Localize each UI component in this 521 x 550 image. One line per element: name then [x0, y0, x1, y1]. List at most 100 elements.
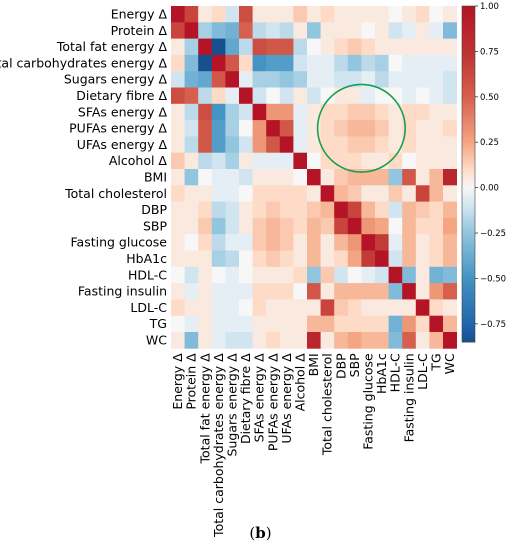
heatmap-cell-energy-delta-x-ldl-c — [415, 6, 430, 23]
heatmap-cell-sbp-x-fasting-glucose — [361, 217, 376, 235]
heatmap-cell-energy-delta-x-bmi — [307, 6, 321, 23]
row-label-total-fat-energy-delta: Total fat energy Δ — [56, 39, 168, 54]
heatmap-cell-wc-x-total-cholesterol — [320, 332, 335, 349]
colorbar-swatch — [462, 22, 475, 27]
heatmap-cell-total-fat-energy-delta-x-dbp — [334, 38, 349, 56]
heatmap-cell-dbp-x-alcohol-delta — [293, 201, 308, 219]
heatmap-cell-total-carbohydrates-energy-delta-x-sugars-energy-delta — [225, 54, 240, 72]
heatmap-cell-tg-x-alcohol-delta — [293, 315, 308, 333]
heatmap-cell-bmi-x-sugars-energy-delta — [225, 169, 240, 186]
heatmap-cell-dbp-x-total-carbohydrates-energy-delta — [211, 201, 226, 219]
heatmap-cell-alcohol-delta-x-dietary-fibre-delta — [239, 152, 253, 170]
colorbar-swatch — [462, 238, 475, 242]
colorbar-swatch — [462, 45, 475, 49]
heatmap-cell-ldl-c-x-tg — [429, 299, 444, 317]
colorbar-swatch — [462, 305, 475, 309]
heatmap-cell-tg-x-hdl-c — [388, 315, 403, 333]
colorbar-swatch — [462, 241, 475, 245]
heatmap-cell-bmi-x-dbp — [334, 169, 349, 186]
heatmap-cell-fasting-insulin-x-hdl-c — [388, 283, 403, 300]
heatmap-cell-total-carbohydrates-energy-delta-x-tg — [429, 54, 444, 72]
heatmap-cell-alcohol-delta-x-fasting-insulin — [402, 152, 417, 170]
heatmap-cell-bmi-x-fasting-glucose — [361, 169, 376, 186]
heatmap-cell-ldl-c-x-ufas-energy-delta — [279, 299, 294, 317]
heatmap-cell-pufas-energy-delta-x-ldl-c — [415, 120, 430, 137]
heatmap-cell-bmi-x-hba1c — [375, 169, 389, 186]
heatmap-cell-dbp-x-ufas-energy-delta — [279, 201, 294, 219]
heatmap-cell-hdl-c-x-fasting-glucose — [361, 266, 376, 284]
heatmap-cell-pufas-energy-delta-x-ufas-energy-delta — [279, 120, 294, 137]
heatmap-cell-fasting-insulin-x-fasting-glucose — [361, 283, 376, 300]
heatmap-cell-protein-delta-x-sugars-energy-delta — [225, 22, 240, 39]
colorbar-swatch — [462, 115, 475, 119]
row-label-energy-delta: Energy Δ — [111, 6, 168, 21]
heatmap-cell-tg-x-ldl-c — [415, 315, 430, 333]
heatmap-cell-pufas-energy-delta-x-dietary-fibre-delta — [239, 120, 253, 137]
heatmap-cell-energy-delta-x-total-fat-energy-delta — [198, 6, 213, 23]
heatmap-cell-pufas-energy-delta-x-hba1c — [375, 120, 389, 137]
heatmap-cell-total-cholesterol-x-alcohol-delta — [293, 185, 308, 202]
heatmap-cell-wc-x-ldl-c — [415, 332, 430, 349]
heatmap-cell-fasting-glucose-x-tg — [429, 234, 444, 251]
heatmap-cell-sugars-energy-delta-x-hdl-c — [388, 71, 403, 88]
heatmap-cell-dbp-x-sugars-energy-delta — [225, 201, 240, 219]
colorbar-swatch — [462, 291, 475, 295]
heatmap-cell-sfas-energy-delta-x-energy-delta — [171, 103, 185, 121]
heatmap-cell-dietary-fibre-delta-x-dietary-fibre-delta — [239, 87, 253, 105]
heatmap-cell-energy-delta-x-dietary-fibre-delta — [239, 6, 253, 23]
heatmap-cell-energy-delta-x-alcohol-delta — [293, 6, 308, 23]
colorbar-swatch — [462, 190, 475, 195]
colorbar-swatch — [462, 196, 475, 200]
heatmap-cell-protein-delta-x-dbp — [334, 22, 349, 39]
colorbar-swatch — [462, 31, 475, 35]
heatmap-cell-hdl-c-x-total-cholesterol — [320, 266, 335, 284]
heatmap-cell-alcohol-delta-x-ldl-c — [415, 152, 430, 170]
heatmap-cell-fasting-insulin-x-sugars-energy-delta — [225, 283, 240, 300]
heatmap-cell-pufas-energy-delta-x-total-carbohydrates-energy-delta — [211, 120, 226, 137]
heatmap-cell-ldl-c-x-sugars-energy-delta — [225, 299, 240, 317]
heatmap-cell-fasting-insulin-x-ldl-c — [415, 283, 430, 300]
heatmap-cell-protein-delta-x-energy-delta — [171, 22, 185, 39]
colorbar-swatch — [462, 328, 475, 332]
heatmap-cell-total-fat-energy-delta-x-total-carbohydrates-energy-delta — [211, 38, 226, 56]
heatmap-cell-hdl-c-x-hba1c — [375, 266, 389, 284]
heatmap-cell-sbp-x-energy-delta — [171, 217, 185, 235]
heatmap-cell-tg-x-energy-delta — [171, 315, 185, 333]
heatmap-cell-fasting-glucose-x-sbp — [347, 234, 362, 251]
heatmap-cell-dbp-x-tg — [429, 201, 444, 219]
heatmap-cell-tg-x-hba1c — [375, 315, 389, 333]
heatmap-cell-total-cholesterol-x-fasting-glucose — [361, 185, 376, 202]
colorbar-swatch — [462, 140, 475, 144]
heatmap-cell-ufas-energy-delta-x-dietary-fibre-delta — [239, 136, 253, 154]
heatmap-cell-fasting-insulin-x-sfas-energy-delta — [252, 283, 267, 300]
heatmap-cell-total-cholesterol-x-pufas-energy-delta — [266, 185, 281, 202]
heatmap-cell-ufas-energy-delta-x-tg — [429, 136, 444, 154]
heatmap-cell-bmi-x-fasting-insulin — [402, 169, 417, 186]
colorbar-swatch — [462, 272, 475, 276]
heatmap-cell-hdl-c-x-sfas-energy-delta — [252, 266, 267, 284]
colorbar-swatch — [462, 6, 475, 10]
colorbar-swatch — [462, 316, 475, 321]
heatmap-cell-total-carbohydrates-energy-delta-x-alcohol-delta — [293, 54, 308, 72]
heatmap-cell-hdl-c-x-energy-delta — [171, 266, 185, 284]
heatmap-cell-ldl-c-x-hdl-c — [388, 299, 403, 317]
heatmap-cell-wc-x-total-carbohydrates-energy-delta — [211, 332, 226, 349]
colorbar-swatch — [462, 283, 475, 287]
colorbar-tick-label: 1.00 — [480, 2, 499, 12]
colorbar-swatch — [462, 76, 475, 80]
heatmap-cell-bmi-x-ldl-c — [415, 169, 430, 186]
heatmap-cell-sbp-x-dietary-fibre-delta — [239, 217, 253, 235]
colorbar-tick-label: 0.75 — [480, 47, 499, 57]
heatmap-cell-sbp-x-pufas-energy-delta — [266, 217, 281, 235]
heatmap-cell-total-cholesterol-x-total-fat-energy-delta — [198, 185, 213, 202]
row-label-sfas-energy-delta: SFAs energy Δ — [78, 104, 168, 119]
colorbar-swatch — [462, 48, 475, 52]
heatmap-cell-sfas-energy-delta-x-hba1c — [375, 103, 389, 121]
colorbar-swatch — [462, 168, 475, 172]
colorbar-swatch — [462, 8, 475, 13]
heatmap-cell-total-fat-energy-delta-x-bmi — [307, 38, 321, 56]
colorbar-swatch — [462, 101, 475, 105]
heatmap-cell-dietary-fibre-delta-x-fasting-glucose — [361, 87, 376, 105]
heatmap-cell-protein-delta-x-pufas-energy-delta — [266, 22, 281, 39]
heatmap-cell-sugars-energy-delta-x-dietary-fibre-delta — [239, 71, 253, 88]
